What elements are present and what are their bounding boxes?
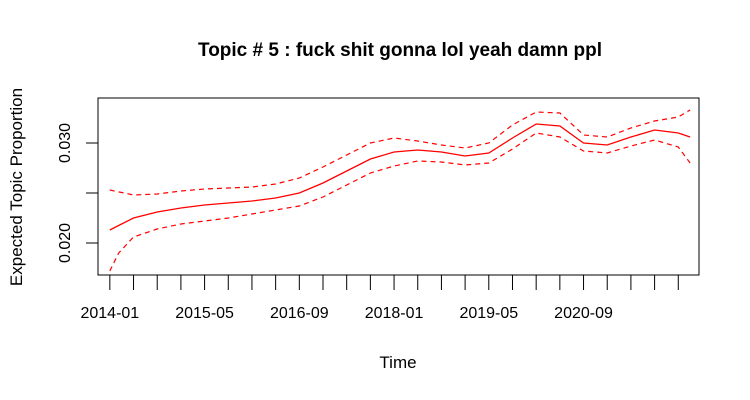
y-axis: 0.020 0.030 (57, 123, 98, 263)
x-tick-label: 2020-09 (554, 305, 613, 322)
x-tick-label: 2018-01 (365, 305, 424, 322)
x-tick-label: 2015-05 (175, 305, 234, 322)
x-axis: 2014-01 2015-05 2016-09 2018-01 2019-05 2020-… (80, 275, 679, 322)
x-tick-label: 2019-05 (459, 305, 518, 322)
x-tick-label: 2014-01 (80, 305, 139, 322)
plot-frame (97, 97, 700, 276)
x-tick-label: 2016-09 (270, 305, 329, 322)
y-tick-label: 0.030 (57, 123, 74, 163)
series-line-upper-bound (109, 109, 691, 196)
x-axis-label: Time (379, 353, 416, 372)
y-axis-label: Expected Topic Proportion (7, 88, 26, 286)
y-tick-label: 0.020 (57, 223, 74, 263)
series-line-estimate (109, 123, 691, 231)
chart-title: Topic # 5 : fuck shit gonna lol yeah dam… (198, 40, 602, 61)
series-layer (109, 109, 691, 272)
series-line-lower-bound (109, 132, 691, 272)
